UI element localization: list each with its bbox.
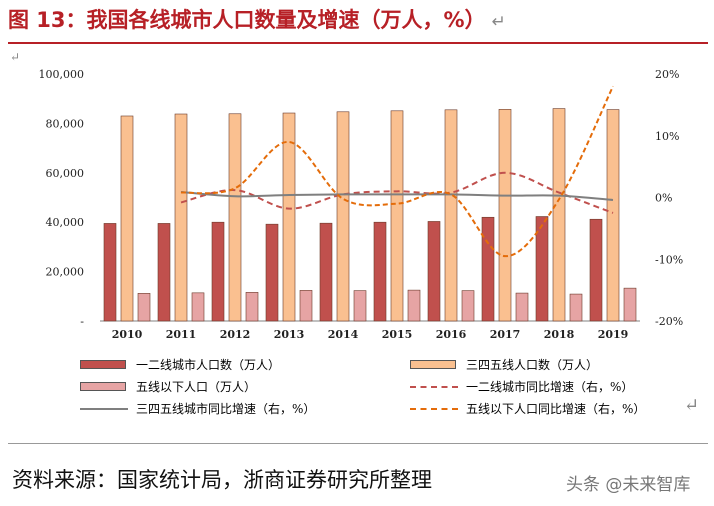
line-series-2 <box>180 85 614 258</box>
return-mark: ↵ <box>491 12 506 32</box>
bar-1-2017 <box>498 109 512 322</box>
x-tick-label: 2011 <box>166 328 197 341</box>
legend-swatch-5 <box>410 408 458 410</box>
bar-2-2012 <box>245 292 259 322</box>
legend-swatch-0 <box>80 360 126 369</box>
legend-swatch-4 <box>80 408 128 410</box>
y-left-tick-label: 40,000 <box>46 216 85 229</box>
bar-1-2011 <box>174 113 188 322</box>
bar-0-2017 <box>481 216 495 322</box>
legend-label-0: 一二线城市人口数（万人） <box>136 358 281 372</box>
legend-label-1: 三四五线人口数（万人） <box>466 358 599 372</box>
legend-swatch-1 <box>410 360 456 369</box>
y-left-tick-label: - <box>80 315 84 328</box>
y-right-tick-label: 0% <box>655 192 672 205</box>
legend-swatch-3 <box>410 386 458 388</box>
bar-2-2016 <box>461 290 475 322</box>
bar-0-2013 <box>265 223 279 322</box>
x-tick-label: 2010 <box>112 328 143 341</box>
bar-2-2011 <box>191 292 205 322</box>
x-tick-label: 2014 <box>328 328 359 341</box>
source-note: 资料来源：国家统计局，浙商证券研究所整理 <box>12 468 432 492</box>
x-tick-label: 2013 <box>274 328 305 341</box>
bar-2-2013 <box>299 290 313 322</box>
line-series-0 <box>180 171 614 214</box>
figure-title-text: 图 13：我国各线城市人口数量及增速（万人，%） <box>8 8 486 32</box>
bar-1-2013 <box>282 112 296 322</box>
figure-title: 图 13：我国各线城市人口数量及增速（万人，%） ↵ <box>8 5 506 35</box>
bar-2-2010 <box>137 293 151 322</box>
legend-label-3: 一二线城市同比增速（右，%） <box>466 380 634 394</box>
x-tick-label: 2017 <box>490 328 521 341</box>
bar-0-2014 <box>319 222 333 322</box>
x-tick-label: 2016 <box>436 328 467 341</box>
paragraph-mark: ↵ <box>10 50 21 64</box>
x-tick-label: 2018 <box>544 328 575 341</box>
bar-2-2018 <box>569 293 583 322</box>
bar-1-2010 <box>120 115 134 322</box>
title-rule <box>8 42 708 44</box>
bar-1-2012 <box>228 113 242 322</box>
y-right-tick-label: -10% <box>655 253 683 266</box>
bar-0-2019 <box>589 218 603 322</box>
y-right-tick-label: -20% <box>655 315 683 328</box>
bar-0-2012 <box>211 221 225 322</box>
bar-2-2019 <box>623 287 637 322</box>
y-left-tick-label: 20,000 <box>46 266 85 279</box>
legend-swatch-2 <box>80 382 126 391</box>
bar-1-2019 <box>606 109 620 322</box>
bar-0-2015 <box>373 221 387 322</box>
x-tick-label: 2015 <box>382 328 413 341</box>
y-left-tick-label: 100,000 <box>39 68 85 81</box>
chart-bars <box>103 108 637 322</box>
y-right-tick-label: 20% <box>655 68 679 81</box>
bar-2-2014 <box>353 290 367 322</box>
y-left-tick-label: 60,000 <box>46 167 85 180</box>
bar-0-2016 <box>427 221 441 322</box>
y-right-tick-label: 10% <box>655 130 679 143</box>
line-series-1 <box>180 190 614 201</box>
bar-1-2014 <box>336 111 350 322</box>
y-left-tick-label: 80,000 <box>46 117 85 130</box>
bar-0-2011 <box>157 223 171 322</box>
legend-label-5: 五线以下人口同比增速（右，%） <box>466 402 646 416</box>
x-tick-label: 2019 <box>598 328 629 341</box>
watermark: 头条 @未来智库 <box>566 475 691 495</box>
chart-tick-labels: - 20,000 40,000 60,000 80,000 100,000 -20% -10%… <box>39 68 684 341</box>
bar-1-2015 <box>390 110 404 322</box>
bar-1-2018 <box>552 108 566 322</box>
bar-2-2015 <box>407 289 421 322</box>
paragraph-mark-legend: ↵ <box>684 395 700 416</box>
legend-label-4: 三四五线城市同比增速（右，%） <box>136 402 316 416</box>
chart-lines <box>180 85 614 258</box>
legend-label-2: 五线以下人口（万人） <box>136 380 257 394</box>
x-tick-label: 2012 <box>220 328 251 341</box>
bar-0-2010 <box>103 223 117 322</box>
bar-0-2018 <box>535 216 549 322</box>
bottom-rule <box>8 443 708 444</box>
bar-2-2017 <box>515 292 529 322</box>
bar-1-2016 <box>444 109 458 322</box>
